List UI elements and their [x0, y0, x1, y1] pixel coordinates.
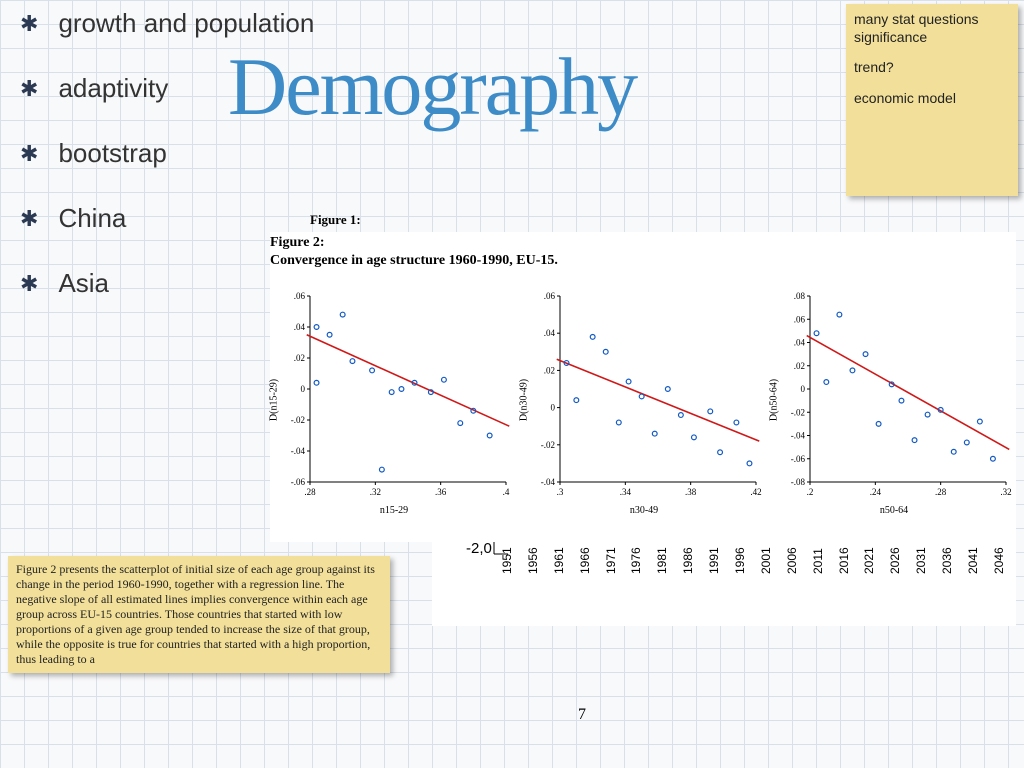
- sticky-note-line: trend?: [854, 58, 1010, 76]
- page-title: Demography: [228, 40, 636, 134]
- svg-text:.2: .2: [807, 487, 814, 497]
- svg-text:0: 0: [551, 403, 556, 413]
- svg-text:0: 0: [301, 384, 306, 394]
- year-tick: 1961: [552, 560, 566, 574]
- year-tick: 1951: [500, 560, 514, 574]
- svg-text:.32: .32: [1000, 487, 1011, 497]
- sticky-note-line: many stat questions significance: [854, 10, 1010, 46]
- sticky-note-bottom: Figure 2 presents the scatterplot of ini…: [8, 556, 390, 673]
- year-tick: 1981: [655, 560, 669, 574]
- bullet-label: growth and population: [58, 8, 314, 39]
- svg-text:.04: .04: [544, 328, 556, 338]
- bullet-label: adaptivity: [58, 73, 168, 104]
- figure2-panels: D(n15-29)n15-29-.06-.04-.020.02.04.06.28…: [276, 288, 1012, 512]
- background-chart-years: 1951 1956 1961 1966 1971 1976 1981 1986 1991 1996…: [500, 560, 1006, 574]
- year-tick: 1986: [681, 560, 695, 574]
- svg-text:.04: .04: [294, 322, 306, 332]
- svg-text:-.08: -.08: [791, 477, 806, 487]
- figure2-title-line1: Figure 2:: [270, 234, 558, 252]
- svg-text:.38: .38: [685, 487, 697, 497]
- year-tick: 2026: [888, 560, 902, 574]
- year-tick: 2016: [837, 560, 851, 574]
- year-tick: 1996: [733, 560, 747, 574]
- year-tick: 1991: [707, 560, 721, 574]
- year-tick: 1956: [526, 560, 540, 574]
- year-tick: 2041: [966, 560, 980, 574]
- svg-text:.36: .36: [435, 487, 447, 497]
- year-tick: 2021: [862, 560, 876, 574]
- scatter-panel: D(n15-29)n15-29-.06-.04-.020.02.04.06.28…: [276, 288, 512, 512]
- background-chart-ylabel: -2,0: [466, 540, 492, 557]
- bullet-item: ✱ China: [20, 203, 320, 234]
- year-tick: 2046: [992, 560, 1006, 574]
- svg-text:.08: .08: [794, 291, 806, 301]
- svg-text:.06: .06: [294, 291, 306, 301]
- svg-text:-.06: -.06: [791, 454, 806, 464]
- asterisk-icon: ✱: [20, 13, 38, 35]
- bullet-item: ✱ bootstrap: [20, 138, 320, 169]
- bullet-item: ✱ growth and population: [20, 8, 320, 39]
- year-tick: 2006: [785, 560, 799, 574]
- svg-text:.02: .02: [544, 365, 555, 375]
- svg-text:.02: .02: [794, 361, 805, 371]
- sticky-note-line: economic model: [854, 89, 1010, 107]
- scatter-panel: D(n30-49)n30-49-.04-.020.02.04.06.3.34.3…: [526, 288, 762, 512]
- year-tick: 2031: [914, 560, 928, 574]
- svg-text:-.06: -.06: [291, 477, 306, 487]
- svg-text:-.02: -.02: [791, 407, 805, 417]
- figure1-label: Figure 1:: [310, 212, 361, 228]
- svg-text:.32: .32: [370, 487, 381, 497]
- svg-text:.06: .06: [794, 314, 806, 324]
- svg-text:-.04: -.04: [291, 446, 306, 456]
- svg-text:-.04: -.04: [791, 431, 806, 441]
- svg-text:.3: .3: [557, 487, 564, 497]
- svg-text:.04: .04: [794, 338, 806, 348]
- svg-text:.06: .06: [544, 291, 556, 301]
- svg-text:.28: .28: [304, 487, 316, 497]
- svg-text:-.04: -.04: [541, 477, 556, 487]
- asterisk-icon: ✱: [20, 273, 38, 295]
- figure2-title: Figure 2: Convergence in age structure 1…: [270, 234, 558, 270]
- year-tick: 1971: [604, 560, 618, 574]
- year-tick: 2001: [759, 560, 773, 574]
- page-number: 7: [578, 706, 586, 724]
- svg-text:.28: .28: [935, 487, 947, 497]
- year-tick: 2011: [811, 560, 825, 574]
- asterisk-icon: ✱: [20, 143, 38, 165]
- svg-text:.34: .34: [620, 487, 632, 497]
- bullet-label: China: [58, 203, 126, 234]
- svg-text:0: 0: [801, 384, 806, 394]
- sticky-note-right: many stat questions significance trend? ec…: [846, 4, 1018, 196]
- background-chart-area: [432, 538, 1016, 626]
- svg-text:-.02: -.02: [291, 415, 305, 425]
- figure2-title-line2: Convergence in age structure 1960-1990, …: [270, 252, 558, 270]
- bullet-label: bootstrap: [58, 138, 166, 169]
- svg-text:.42: .42: [750, 487, 761, 497]
- asterisk-icon: ✱: [20, 208, 38, 230]
- svg-text:-.02: -.02: [541, 440, 555, 450]
- year-tick: 2036: [940, 560, 954, 574]
- svg-text:.4: .4: [503, 487, 510, 497]
- svg-text:.24: .24: [870, 487, 882, 497]
- svg-text:.02: .02: [294, 353, 305, 363]
- year-tick: 1966: [578, 560, 592, 574]
- scatter-panel: D(n50-64)n50-64-.08-.06-.04-.020.02.04.0…: [776, 288, 1012, 512]
- year-tick: 1976: [629, 560, 643, 574]
- asterisk-icon: ✱: [20, 78, 38, 100]
- bullet-label: Asia: [58, 268, 109, 299]
